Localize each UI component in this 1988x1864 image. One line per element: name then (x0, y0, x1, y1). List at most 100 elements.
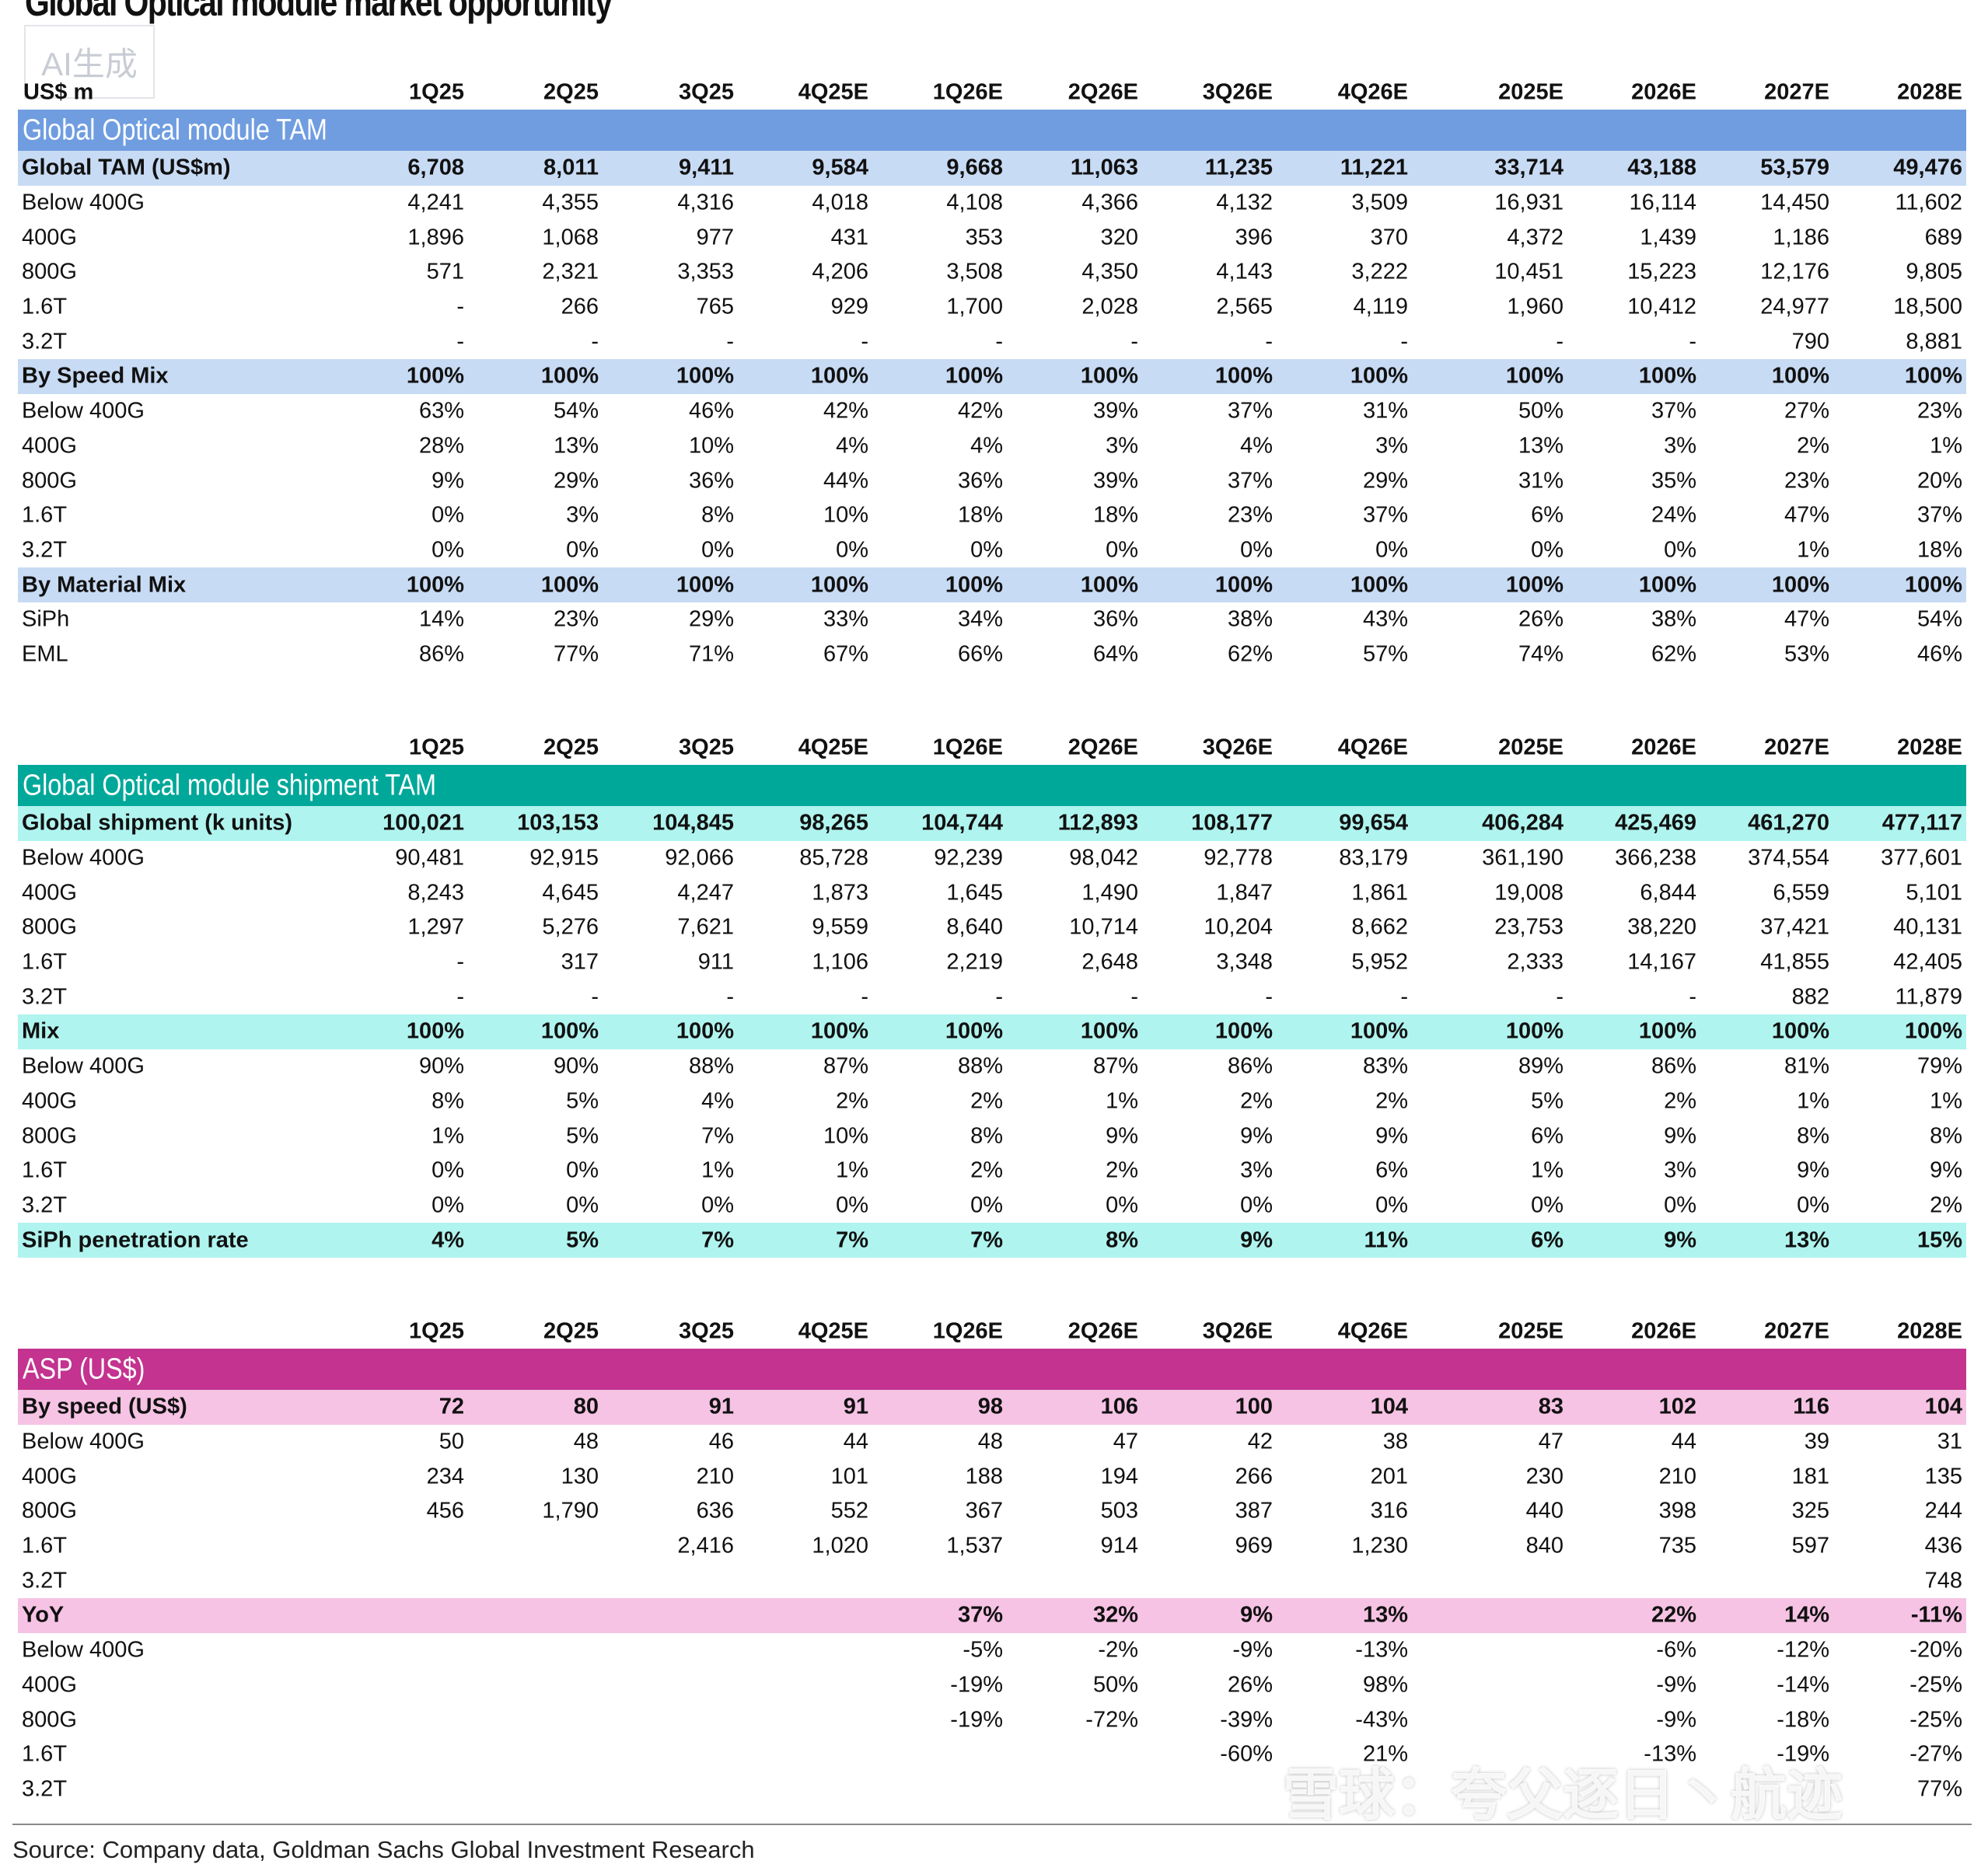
column-header: 2025E (1498, 1318, 1563, 1344)
table-cell: 9% (1240, 1602, 1273, 1628)
table-row: 400G 234 130 210 101 188 194 266 201 230 210 181 135 (0, 1459, 1988, 1494)
table-cell: 99,654 (1339, 810, 1408, 836)
table-cell: 6,708 (407, 155, 464, 180)
table-cell: 100% (1350, 1018, 1408, 1044)
table-cell: 0% (1664, 1192, 1696, 1218)
table-cell: 79% (1916, 1053, 1962, 1079)
table-cell: 86% (1227, 1053, 1273, 1079)
summary-row: By Speed Mix 100% 100% 100% 100% 100% 100% 100%… (18, 359, 1966, 394)
table-cell: 2% (1375, 1088, 1408, 1114)
table-cell: 36% (1092, 606, 1138, 632)
table-row: 800G 9% 29% 36% 44% 36% 39% 37% 29% 31% 35% 23% 20% (0, 463, 1988, 498)
table-cell: 4% (1240, 433, 1273, 459)
table-cell: 77% (553, 641, 599, 667)
table-cell: - (1556, 984, 1563, 1010)
table-cell: 31 (1937, 1429, 1962, 1454)
table-cell: 4,143 (1216, 259, 1273, 284)
table-cell: 2% (1106, 1157, 1138, 1183)
table-cell: 53% (1784, 641, 1829, 667)
table-row: 1.6T 0% 3% 8% 10% 18% 18% 23% 37% 6% 24% 47% 37% (0, 498, 1988, 533)
table-cell: 31% (1518, 468, 1563, 494)
table-cell: 31% (1362, 398, 1408, 424)
table-row: Below 400G 4,241 4,355 4,316 4,018 4,108 4,366… (0, 186, 1988, 221)
table-cell: 5,952 (1351, 949, 1408, 975)
column-header: 2Q26E (1067, 1318, 1138, 1344)
table-cell: 100% (1904, 572, 1962, 598)
table-cell: 100% (1350, 363, 1408, 389)
table-cell: 1,020 (812, 1533, 868, 1559)
table-cell: 8% (970, 1123, 1003, 1149)
table-cell: 977 (696, 225, 734, 250)
table-cell: 48 (977, 1429, 1003, 1454)
column-header-row: US$ m 1Q25 2Q25 3Q25 4Q25E 1Q26E 2Q26E 3Q26E 4Q2… (0, 75, 1988, 110)
table-cell: -27% (1909, 1741, 1962, 1767)
table-cell: 765 (696, 294, 734, 319)
summary-row: SiPh penetration rate 4% 5% 7% 7% 7% 8% 9% 11% 6%… (18, 1223, 1966, 1258)
table-cell: 0% (566, 1157, 599, 1183)
table-cell: 14% (418, 606, 464, 632)
table-cell: 10% (823, 1123, 868, 1149)
column-header: 2Q25 (543, 735, 599, 760)
table-cell: 0% (836, 537, 868, 563)
table-cell: 2,648 (1081, 949, 1138, 975)
table-cell: 37% (1651, 398, 1696, 424)
table-cell: 8% (1106, 1227, 1138, 1253)
table-cell: 3% (566, 502, 599, 528)
table-cell: 0% (1240, 537, 1273, 563)
table-cell: 503 (1100, 1498, 1138, 1524)
table-cell: 42% (823, 398, 868, 424)
table-cell: 22% (1651, 1602, 1696, 1628)
column-header: 2Q26E (1067, 735, 1138, 760)
table-cell: 4,372 (1507, 225, 1563, 250)
row-label: Below 400G (22, 1053, 145, 1079)
table-cell: 112,893 (1057, 810, 1138, 836)
table-cell: 50% (1092, 1672, 1138, 1698)
table-cell: 4% (836, 433, 868, 459)
column-header-row: 1Q25 2Q25 3Q25 4Q25E 1Q26E 2Q26E 3Q26E 4Q26E 202… (0, 1314, 1988, 1349)
table-row: 800G 1% 5% 7% 10% 8% 9% 9% 9% 6% 9% 8% 8% (0, 1119, 1988, 1154)
table-cell: 5,276 (542, 914, 599, 940)
table-cell: 44 (843, 1429, 868, 1454)
table-cell: 37% (1916, 502, 1962, 528)
table-cell: - (1265, 984, 1273, 1010)
ai-generated-badge: AI生成 (24, 25, 155, 99)
table-cell: -12% (1777, 1637, 1829, 1663)
table-cell: 377,601 (1881, 845, 1962, 871)
table-cell: 37,421 (1760, 914, 1829, 940)
table-cell: - (1400, 329, 1408, 354)
column-header: 4Q26E (1337, 735, 1408, 760)
table-cell: 100% (406, 572, 464, 598)
table-row: Below 400G 90% 90% 88% 87% 88% 87% 86% 83% 89% 86%… (0, 1049, 1988, 1084)
table-cell: 1% (431, 1123, 464, 1149)
table-cell: 71% (688, 641, 734, 667)
table-row: 1.6T - 317 911 1,106 2,219 2,648 3,348 5,952 2,33… (0, 945, 1988, 980)
table-cell: 88% (957, 1053, 1003, 1079)
table-cell: 19,008 (1494, 880, 1563, 906)
row-label: Below 400G (22, 190, 145, 215)
table-cell: 11,235 (1204, 155, 1273, 180)
table-cell: 969 (1235, 1533, 1273, 1559)
table-cell: 46% (1916, 641, 1962, 667)
table-cell: 0% (701, 1192, 734, 1218)
table-cell: 18% (957, 502, 1003, 528)
table-cell: 1,847 (1216, 880, 1273, 906)
table-cell: 266 (1235, 1464, 1273, 1489)
table-cell: 10% (688, 433, 734, 459)
table-row: 1.6T 0% 0% 1% 1% 2% 2% 3% 6% 1% 3% 9% 9% (0, 1154, 1988, 1189)
table-cell: 3% (1375, 433, 1408, 459)
table-cell: -43% (1355, 1707, 1408, 1733)
row-label: Below 400G (22, 1637, 145, 1663)
table-cell: 387 (1235, 1498, 1273, 1524)
column-header: 1Q26E (932, 79, 1003, 105)
table-row: 1.6T 2,416 1,020 1,537 914 969 1,230 840 735 597 4… (0, 1529, 1988, 1564)
table-cell: - (861, 984, 868, 1010)
row-label: Mix (22, 1018, 60, 1044)
table-cell: 396 (1235, 225, 1273, 250)
table-cell: 8% (1797, 1123, 1829, 1149)
table-cell: 100 (1235, 1394, 1273, 1419)
table-cell: 83,179 (1339, 845, 1408, 871)
table-cell: 7% (701, 1227, 734, 1253)
table-cell: 10,412 (1627, 294, 1696, 319)
table-cell: 2,416 (677, 1533, 734, 1559)
table-cell: 748 (1924, 1568, 1962, 1593)
